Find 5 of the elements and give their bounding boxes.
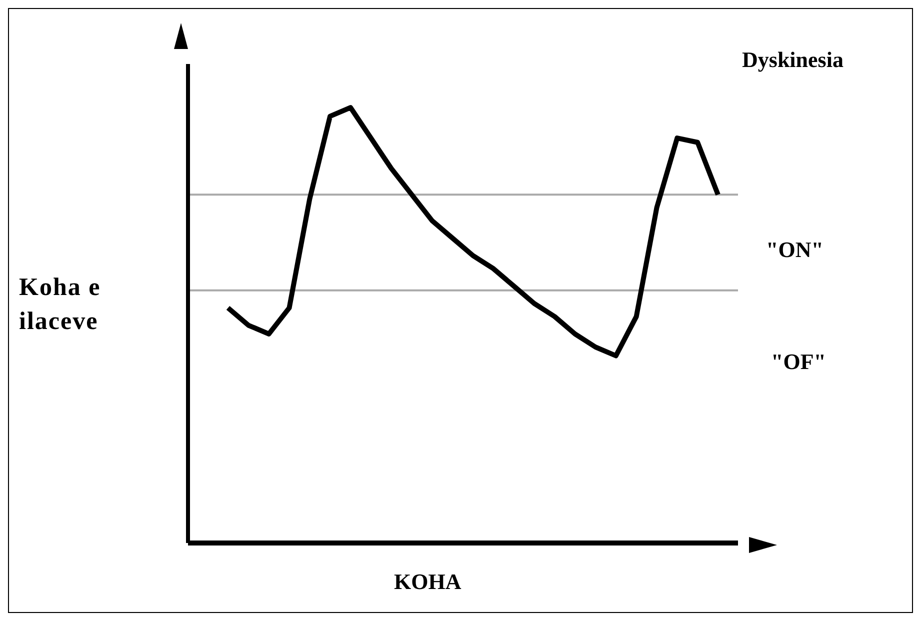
x-axis-title: KOHA xyxy=(394,569,462,595)
text: "OF" xyxy=(771,349,826,375)
y-axis-title: Koha e ilaceve xyxy=(19,273,102,337)
text: Dyskinesia xyxy=(742,47,844,73)
text: "ON" xyxy=(766,237,824,263)
